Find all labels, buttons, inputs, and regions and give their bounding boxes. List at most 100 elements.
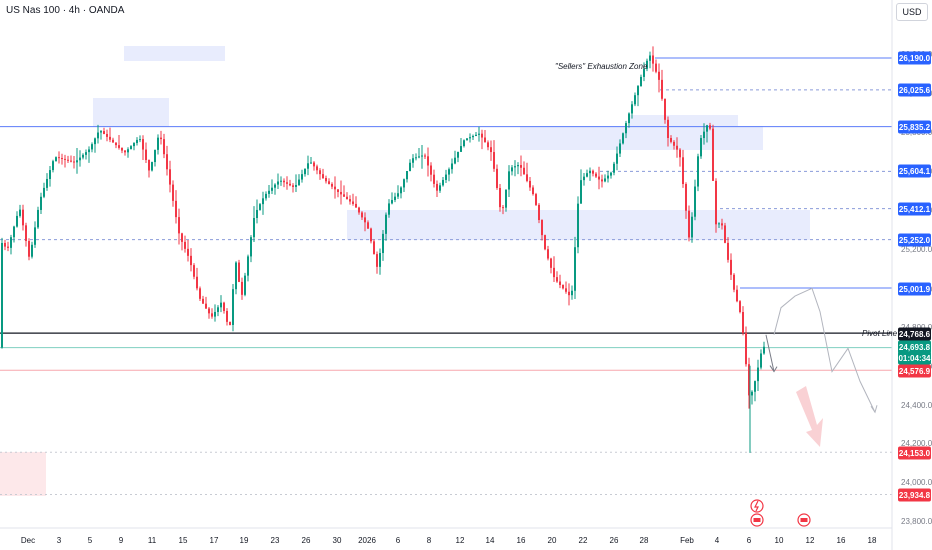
candle-body bbox=[199, 288, 201, 299]
candle-body bbox=[724, 225, 726, 243]
candle-body bbox=[181, 233, 183, 242]
candle-body bbox=[271, 187, 273, 191]
candle-body bbox=[37, 209, 39, 228]
candle-body bbox=[697, 156, 699, 187]
candle-body bbox=[211, 313, 213, 317]
x-tick-label: 8 bbox=[427, 536, 432, 545]
candle-body bbox=[139, 139, 141, 141]
candle-body bbox=[292, 185, 294, 187]
candle-body bbox=[103, 131, 105, 134]
candle-body bbox=[565, 288, 567, 292]
candle-body bbox=[427, 156, 429, 166]
x-tick-label: 15 bbox=[179, 536, 188, 545]
candle-body bbox=[13, 226, 15, 238]
candle-body bbox=[643, 68, 645, 77]
candle-body bbox=[616, 153, 618, 164]
candle-body bbox=[268, 190, 270, 194]
price-label: 25,604.1 bbox=[899, 167, 931, 176]
candle-body bbox=[58, 157, 60, 159]
candle-body bbox=[532, 187, 534, 195]
candle-body bbox=[454, 157, 456, 164]
candle-body bbox=[124, 150, 126, 153]
candle-body bbox=[511, 167, 513, 172]
candle-body bbox=[451, 163, 453, 170]
candle-body bbox=[154, 149, 156, 163]
candle-body bbox=[739, 301, 741, 312]
candle-body bbox=[535, 194, 537, 205]
price-label-box bbox=[898, 83, 931, 97]
candle-body bbox=[16, 215, 18, 227]
candle-body bbox=[562, 284, 564, 289]
candle-body bbox=[418, 156, 420, 158]
candle-body bbox=[502, 207, 504, 209]
price-label: 25,001.9 bbox=[899, 285, 931, 294]
candle-body bbox=[658, 71, 660, 80]
candle-body bbox=[64, 158, 66, 160]
candle-body bbox=[592, 170, 594, 174]
candle-body bbox=[19, 209, 21, 216]
candle-body bbox=[70, 160, 72, 162]
target-arrow bbox=[796, 386, 823, 447]
candle-body bbox=[325, 178, 327, 182]
candle-body bbox=[529, 180, 531, 188]
candle-body bbox=[520, 165, 522, 168]
price-label-box bbox=[898, 282, 931, 296]
candle-body bbox=[730, 259, 732, 275]
y-tick-label: 24,200.0 bbox=[901, 439, 932, 448]
candle-body bbox=[694, 186, 696, 217]
candle-body bbox=[583, 176, 585, 181]
candle-body bbox=[541, 220, 543, 236]
candle-body bbox=[289, 183, 291, 186]
x-tick-label: 23 bbox=[271, 536, 280, 545]
candle-body bbox=[595, 173, 597, 177]
candle-body bbox=[172, 184, 174, 201]
candle-body bbox=[709, 125, 711, 129]
price-label-box bbox=[898, 51, 931, 65]
candle-body bbox=[586, 173, 588, 177]
zone-box bbox=[124, 46, 225, 61]
candle-body bbox=[661, 79, 663, 99]
x-tick-label: 30 bbox=[333, 536, 342, 545]
currency-button[interactable]: USD bbox=[896, 3, 928, 21]
y-tick-label: 25,200.0 bbox=[901, 245, 932, 254]
price-label: 25,412.1 bbox=[899, 205, 931, 214]
x-tick-label: 20 bbox=[548, 536, 557, 545]
price-label-box bbox=[898, 202, 931, 216]
candle-body bbox=[415, 157, 417, 159]
x-tick-label: 19 bbox=[240, 536, 249, 545]
candle-body bbox=[298, 179, 300, 185]
candle-body bbox=[571, 290, 573, 296]
zone-box bbox=[520, 126, 763, 150]
candle-body bbox=[319, 170, 321, 175]
price-label-box bbox=[898, 340, 931, 354]
x-tick-label: 17 bbox=[210, 536, 219, 545]
candle-body bbox=[193, 265, 195, 277]
candle-body bbox=[469, 137, 471, 139]
candle-body bbox=[598, 176, 600, 180]
x-tick-label: 28 bbox=[640, 536, 649, 545]
candle-body bbox=[466, 138, 468, 141]
candle-body bbox=[145, 149, 147, 161]
candle-body bbox=[406, 170, 408, 180]
x-tick-label: 26 bbox=[302, 536, 311, 545]
candle-body bbox=[412, 158, 414, 163]
candle-body bbox=[760, 353, 762, 368]
candle-body bbox=[88, 149, 90, 153]
candle-body bbox=[556, 277, 558, 282]
candle-body bbox=[691, 216, 693, 238]
candle-body bbox=[61, 158, 63, 160]
candle-body bbox=[442, 179, 444, 186]
candle-body bbox=[625, 123, 627, 134]
candle-body bbox=[79, 157, 81, 161]
candle-body bbox=[688, 210, 690, 238]
candle-body bbox=[232, 289, 234, 325]
projection-arrowhead bbox=[870, 405, 878, 414]
price-label: 24,768.6 bbox=[899, 330, 931, 339]
candle-body bbox=[481, 133, 483, 138]
candle-body bbox=[331, 183, 333, 187]
candle-body bbox=[46, 178, 48, 188]
x-tick-label: 2026 bbox=[358, 536, 376, 545]
price-label-box bbox=[898, 351, 931, 365]
